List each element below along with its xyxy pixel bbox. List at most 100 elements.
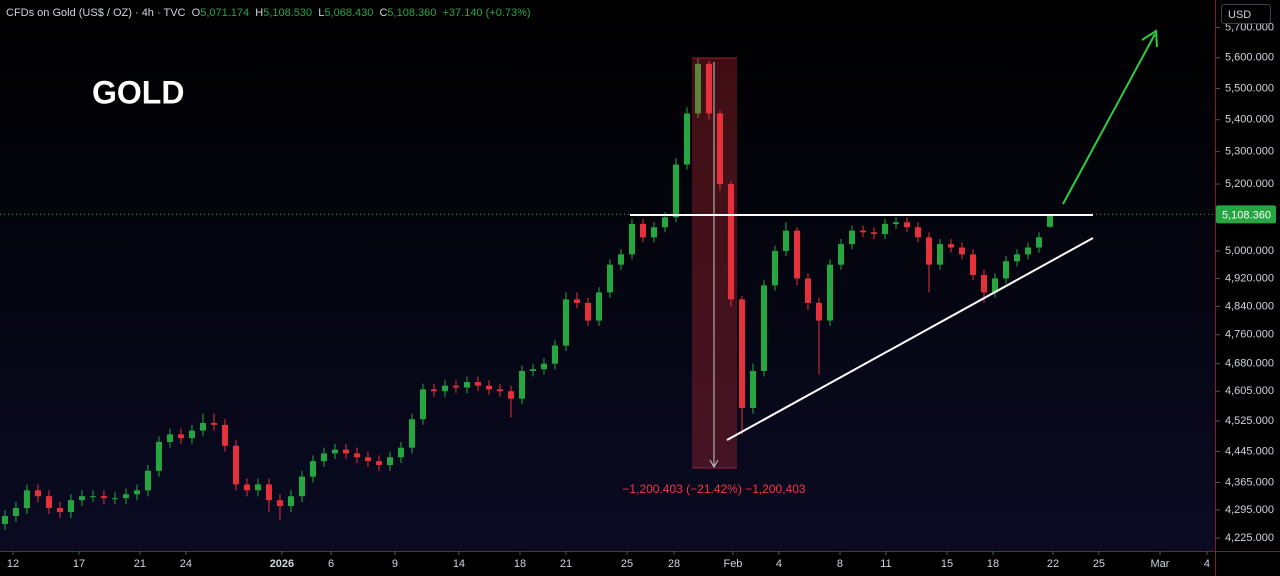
candle-body [309,461,316,477]
candle-body [595,292,602,321]
candle-body [694,63,702,114]
candle-body [606,264,614,293]
chart-title: GOLD [92,74,184,110]
x-tick-label: 24 [180,558,192,570]
candle-body [155,441,162,471]
candle-body [837,244,845,265]
y-tick-label: 4,605.000 [1225,385,1274,397]
candle-body [793,230,801,279]
y-tick-label: 5,300.000 [1225,146,1274,158]
candle-body [133,490,140,495]
candle-body [199,422,206,431]
ohlc-label: L [318,7,325,19]
candle-body [254,484,261,491]
candle-body [122,494,129,499]
candle-body [859,230,867,233]
x-tick-label: Mar [1151,558,1170,570]
x-tick-label: 18 [514,558,526,570]
target-arrow [1062,33,1156,205]
candle-body [221,424,228,446]
candle-body [342,449,349,454]
price-change: +37.140 (+0.73%) [442,7,531,19]
candle-body [562,299,569,346]
symbol-header: CFDs on Gold (US$ / OZ) · 4h · TVC O5,07… [6,7,531,19]
ohlc-value: 5,071.174 [200,7,250,19]
candle-body [1,515,8,524]
candle-body [947,244,955,248]
x-tick-label: 25 [1093,558,1105,570]
candle-body [375,461,382,465]
measure-label: −1,200.403 (−21.42%) −1,200,403 [622,482,805,496]
candle-body [386,457,393,465]
candle-body [529,369,536,371]
x-tick-label: 15 [941,558,953,570]
candle-body [903,222,911,228]
ohlc-label: H [255,7,264,19]
y-tick-label: 4,525.000 [1225,415,1274,427]
x-tick-label: 14 [453,558,465,570]
candle-body [881,223,889,234]
measure-arrowhead [709,459,719,469]
y-tick-label: 5,400.000 [1225,114,1274,126]
candle-body [463,382,470,388]
x-tick-label: 4 [776,558,782,570]
candle-body [1013,254,1021,262]
candle-body [78,496,85,501]
x-tick-label: 12 [7,558,19,570]
y-tick-label: 5,000.000 [1225,245,1274,257]
x-tick-label: 11 [880,558,891,570]
ohlc-value: 5,108.530 [263,7,313,19]
candle-body [452,385,459,388]
support-line [726,237,1094,441]
candle-body [1035,237,1043,248]
candle-body [672,164,680,218]
candle-body [925,237,933,265]
y-tick-label: 5,500.000 [1225,82,1274,94]
candle-body [232,445,239,485]
ohlc-label: C [379,7,388,19]
candle-body [683,113,691,165]
candle-body [397,447,404,458]
candle-body [12,508,19,516]
candle-body [276,500,283,507]
candle-body [738,299,746,408]
candle-body [408,419,415,448]
candle-body [760,285,768,371]
candle-body [914,227,922,238]
candle-body [958,247,966,255]
candle-body [628,223,636,255]
candle-body [56,508,63,513]
candle-body [782,230,790,251]
candle-body [474,382,481,386]
candle-body [870,232,878,234]
last-price-tag [1216,205,1276,224]
x-tick-label: 18 [987,558,999,570]
currency-button[interactable]: USD [1221,4,1271,24]
x-tick-label: Feb [723,558,742,570]
ohlc-label: O [191,7,201,19]
x-tick-label: 2026 [270,558,294,570]
y-tick-label: 4,225.000 [1225,532,1274,544]
y-tick-label: 4,760.000 [1225,329,1274,341]
x-tick-label: 22 [1047,558,1059,570]
y-tick-label: 5,200.000 [1225,178,1274,190]
candle-body [298,476,305,497]
candle-body [848,230,856,245]
x-tick-label: 8 [837,558,843,570]
candle-body [1046,214,1054,227]
y-tick-label: 4,365.000 [1225,476,1274,488]
y-tick-label: 4,295.000 [1225,504,1274,516]
candle-body [969,254,977,275]
candle-body [441,385,448,392]
x-tick-label: 21 [560,558,572,570]
candle-body [34,490,41,497]
candle-body [100,496,107,499]
candle-body [430,389,437,392]
candle-body [353,453,360,458]
candle-body [507,391,514,399]
candle-body [320,453,327,462]
x-tick-label: 25 [621,558,633,570]
candle-body [210,422,217,425]
x-tick-label: 6 [328,558,334,570]
